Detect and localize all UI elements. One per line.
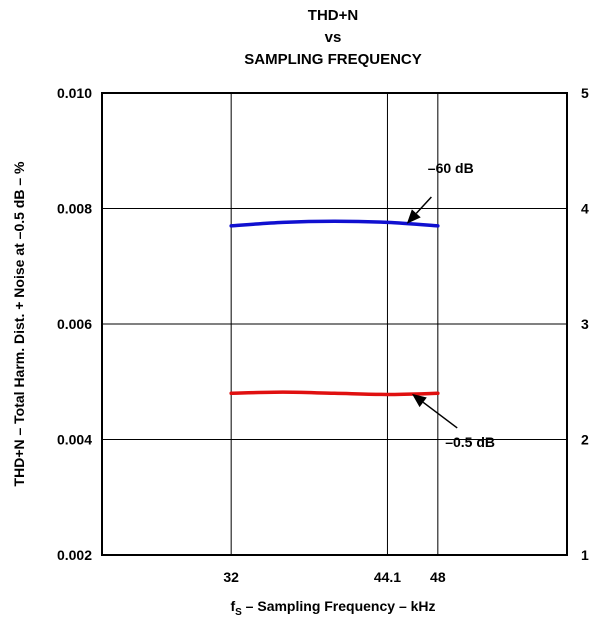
x-tick-label: 32	[223, 569, 239, 585]
x-axis: 32 44.1 48	[223, 569, 445, 585]
y-tick-label-right: 1	[581, 547, 589, 563]
y-tick-label-right: 4	[581, 201, 589, 217]
y-tick-label-right: 3	[581, 316, 589, 332]
annotation-arrow-head	[412, 393, 427, 408]
y-tick-label-right: 2	[581, 432, 589, 448]
grid-lines	[102, 93, 567, 555]
y-tick-label-left: 0.008	[57, 201, 92, 217]
series-lines	[229, 219, 440, 397]
annotation-arrow-line	[415, 196, 432, 214]
x-axis-label: fS – Sampling Frequency – kHz	[230, 598, 435, 618]
chart-title-line-2: vs	[325, 29, 342, 46]
y-tick-label-left: 0.010	[57, 85, 92, 101]
annotations: –60 dB –0.5 dB	[406, 160, 495, 450]
series-line-0	[229, 219, 440, 228]
plot-frame	[101, 92, 568, 556]
y-axis-label: THD+N – Total Harm. Dist. + Noise at –0.…	[11, 161, 27, 486]
y-axis-right: 1 2 3 4 5	[581, 85, 589, 563]
y-tick-label-right: 5	[581, 85, 589, 101]
y-tick-label-left: 0.002	[57, 547, 92, 563]
y-tick-label-left: 0.006	[57, 316, 92, 332]
x-tick-label: 44.1	[374, 569, 401, 585]
y-axis-left: 0.002 0.004 0.006 0.008 0.010	[57, 85, 92, 563]
annotation-arrow-head	[406, 209, 421, 224]
x-axis-label-subscript: S	[235, 607, 242, 618]
annotation-label-1: –0.5 dB	[445, 434, 495, 450]
y-tick-label-left: 0.004	[57, 432, 92, 448]
x-axis-label-f: f	[230, 598, 235, 614]
chart-title-line-3: SAMPLING FREQUENCY	[244, 51, 422, 68]
x-tick-label: 48	[430, 569, 446, 585]
chart-title: THD+N vs SAMPLING FREQUENCY	[244, 7, 422, 68]
series-line-1	[229, 390, 440, 397]
x-axis-label-rest: – Sampling Frequency – kHz	[242, 598, 436, 614]
annotation-arrow-line	[422, 401, 458, 429]
chart-title-line-1: THD+N	[308, 7, 358, 24]
annotation-label-0: –60 dB	[428, 160, 474, 176]
